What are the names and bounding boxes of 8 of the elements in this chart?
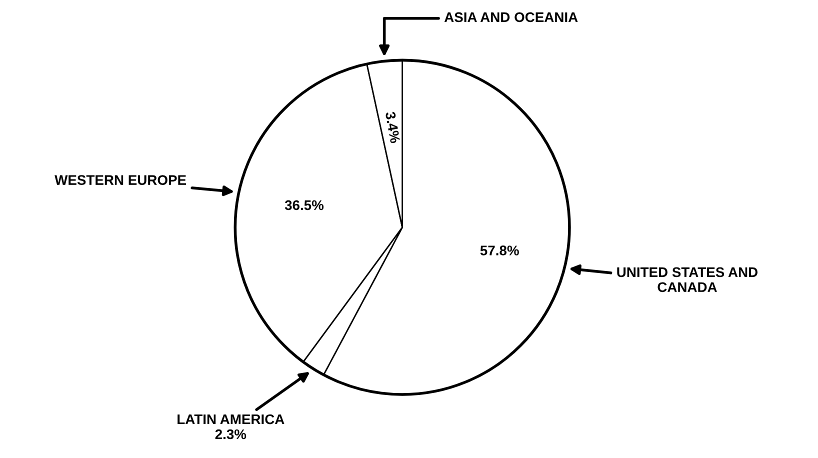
slice-label: WESTERN EUROPE [54, 175, 186, 185]
data-label: 2.3% [215, 429, 246, 440]
slice-label: ASIA AND OCEANIA [444, 12, 578, 22]
slice-label: UNITED STATES AND CANADA [617, 267, 758, 292]
slice-label: LATIN AMERICA [178, 414, 284, 424]
data-label: 36.5% [284, 200, 324, 210]
data-label: 57.8% [480, 246, 519, 256]
data-label: 3.4% [385, 111, 400, 144]
